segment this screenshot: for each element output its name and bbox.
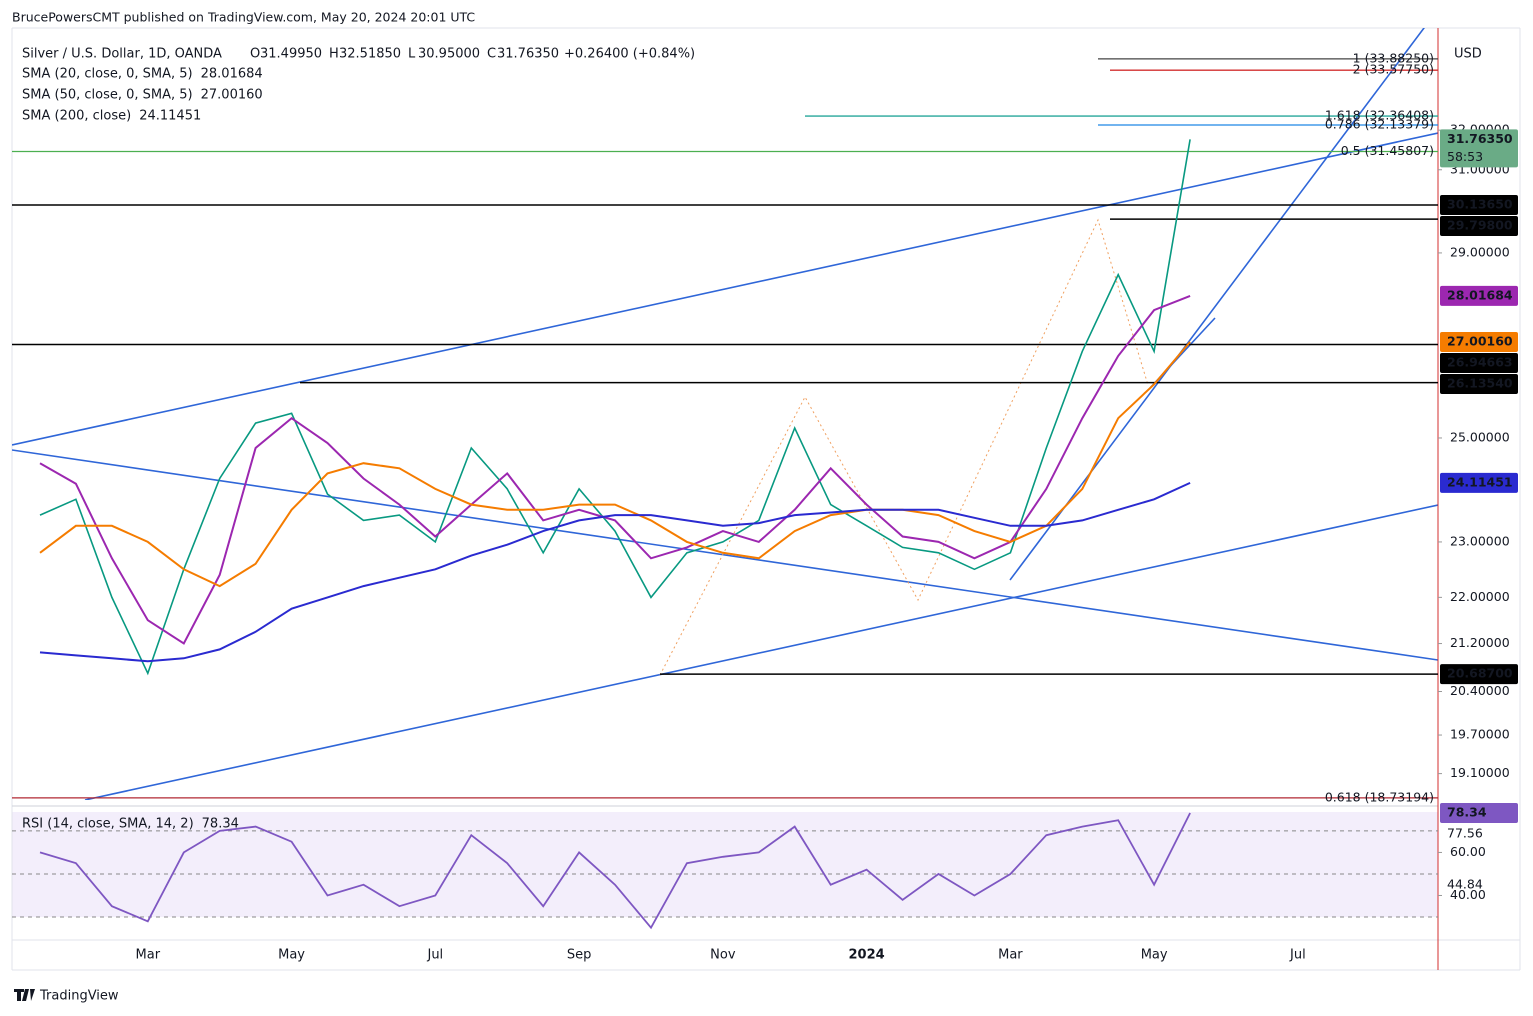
rsi-title: RSI (14, close, SMA, 14, 2)	[22, 817, 194, 832]
legend-value: 28.01684	[201, 67, 263, 82]
legend-name: SMA (200, close)	[22, 109, 131, 124]
trendline	[1009, 28, 1425, 581]
change: +0.26400 (+0.84%)	[564, 47, 695, 62]
price-badge	[1440, 129, 1518, 168]
ohlc-key: O	[250, 47, 260, 62]
y-tick-label: 20.40000	[1450, 683, 1510, 698]
price-badge-label: 30.13650	[1447, 196, 1513, 211]
trendline	[12, 132, 1438, 446]
price-badge-label: 78.34	[1447, 804, 1487, 819]
ohlc-key: L	[408, 47, 416, 62]
y-tick-label: 29.00000	[1450, 244, 1510, 259]
sma-line	[39, 294, 1191, 645]
price-badge	[1440, 194, 1518, 215]
y-tick-label: 23.00000	[1450, 533, 1510, 548]
brand: TradingView	[39, 989, 119, 1004]
price-badge-label: 26.94663	[1447, 354, 1513, 369]
legend-value: 27.00160	[201, 88, 263, 103]
legend: Silver / U.S. Dollar, 1D, OANDA O 31.49950…	[22, 47, 695, 124]
y-tick-label: 40.00	[1450, 887, 1486, 902]
fib-label: 0.5 (31.45807)	[1341, 143, 1434, 158]
x-tick-label: May	[1141, 948, 1168, 963]
x-tick-label: Mar	[998, 948, 1023, 963]
price-badge	[1440, 664, 1518, 685]
ohlc-value: 32.51850	[339, 47, 401, 62]
sma-line	[39, 481, 1191, 663]
rsi-value: 78.34	[202, 817, 239, 832]
trendline	[84, 504, 1438, 800]
y-tick-label: 19.10000	[1450, 765, 1510, 780]
y-tick-label: 25.00000	[1450, 429, 1510, 444]
countdown: 58:53	[1447, 149, 1483, 164]
ohlc-value: 30.95000	[418, 47, 480, 62]
x-tick-label: Sep	[567, 948, 592, 963]
legend-name: SMA (20, close, 0, SMA, 5)	[22, 67, 193, 82]
ohlc-key: H	[329, 47, 339, 62]
y-tick-label: 60.00	[1450, 844, 1486, 859]
sma-line	[39, 341, 1191, 588]
ohlc-key: C	[487, 47, 496, 62]
currency: USD	[1454, 47, 1482, 62]
fib-label: 0.618 (18.73194)	[1325, 789, 1434, 804]
rsi-background	[12, 812, 1438, 917]
price-badge	[1440, 373, 1518, 394]
ohlc-value: 31.49950	[260, 47, 322, 62]
price-badge	[1440, 352, 1518, 373]
price-badge-label: 29.79800	[1447, 217, 1513, 232]
drawings	[12, 28, 1438, 800]
header: BrucePowersCMT published on TradingView.…	[12, 10, 475, 25]
x-tick-label: May	[278, 948, 305, 963]
price-badge-label: 20.68700	[1447, 666, 1513, 681]
x-tick-label: Nov	[710, 948, 736, 963]
price-badge	[1440, 802, 1518, 823]
y-tick-label: 22.00000	[1450, 589, 1510, 604]
legend-title: Silver / U.S. Dollar, 1D, OANDA	[22, 47, 222, 62]
price-badge	[1440, 285, 1518, 306]
price-badge-label: 31.76350	[1447, 131, 1513, 146]
price-badge	[1440, 215, 1518, 236]
zigzag	[659, 218, 1149, 676]
price-badge-label: 24.11451	[1447, 474, 1513, 489]
x-tick-label: Mar	[136, 948, 161, 963]
x-tick-label: 2024	[849, 948, 885, 963]
fib-label: 1.618 (32.36408)	[1325, 108, 1434, 123]
legend-value: 24.11451	[139, 109, 201, 124]
y-tick-label: 19.70000	[1450, 727, 1510, 742]
price-badge-label: 28.01684	[1447, 287, 1513, 302]
y-tick-label: 21.20000	[1450, 635, 1510, 650]
fib-label: 2 (33.57750)	[1353, 62, 1434, 77]
ohlc-value: 31.76350	[497, 47, 559, 62]
price-badge	[1440, 331, 1518, 352]
fib-label: 0.786 (32.13379)	[1325, 116, 1434, 131]
price-badge-label: 26.13540	[1447, 375, 1513, 390]
rsi-line	[39, 812, 1191, 930]
x-tick-label: Jul	[426, 948, 443, 963]
trendline	[12, 449, 1438, 661]
price-badge	[1440, 472, 1518, 493]
price-badge-label: 77.56	[1447, 825, 1483, 840]
legend-name: SMA (50, close, 0, SMA, 5)	[22, 88, 193, 103]
price-badge-label: 44.84	[1447, 877, 1483, 892]
logo	[14, 989, 35, 1001]
fib-label: 1 (33.88250)	[1353, 50, 1434, 65]
price-line	[39, 139, 1191, 676]
price-badge-label: 27.00160	[1447, 333, 1513, 348]
x-tick-label: Jul	[1289, 948, 1306, 963]
